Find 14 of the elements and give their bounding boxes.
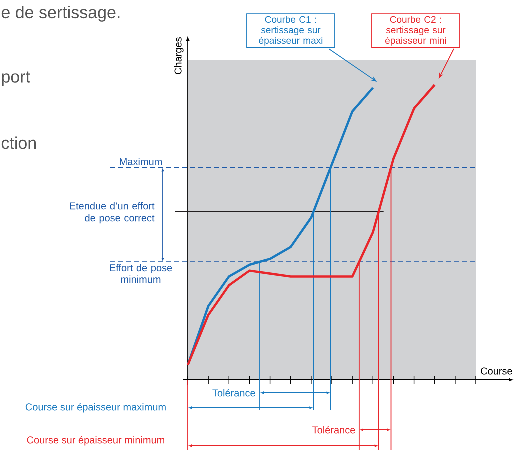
y-axis-title: Charges xyxy=(174,38,184,74)
text: Course sur épaisseur maximum xyxy=(26,403,166,413)
legend-label: Effort de pose minimum xyxy=(110,264,172,284)
text: ction xyxy=(2,136,36,150)
text: Tolérance xyxy=(212,389,256,397)
ref-line-label: Maximum xyxy=(120,158,162,166)
text: Course sur épaisseur minimum xyxy=(27,436,164,446)
text: Tolérance xyxy=(312,426,356,434)
text: Courbe C1 : sertissage sur épaisseur maxi xyxy=(259,16,323,46)
text: Etendue d’un effort de pose correct xyxy=(70,202,155,224)
x-axis-title: Course xyxy=(481,368,512,375)
text: port xyxy=(2,72,30,86)
text: Courbe C2 : sertissage sur épaisseur mini xyxy=(386,16,446,46)
text: e de sertissage. xyxy=(2,6,120,22)
